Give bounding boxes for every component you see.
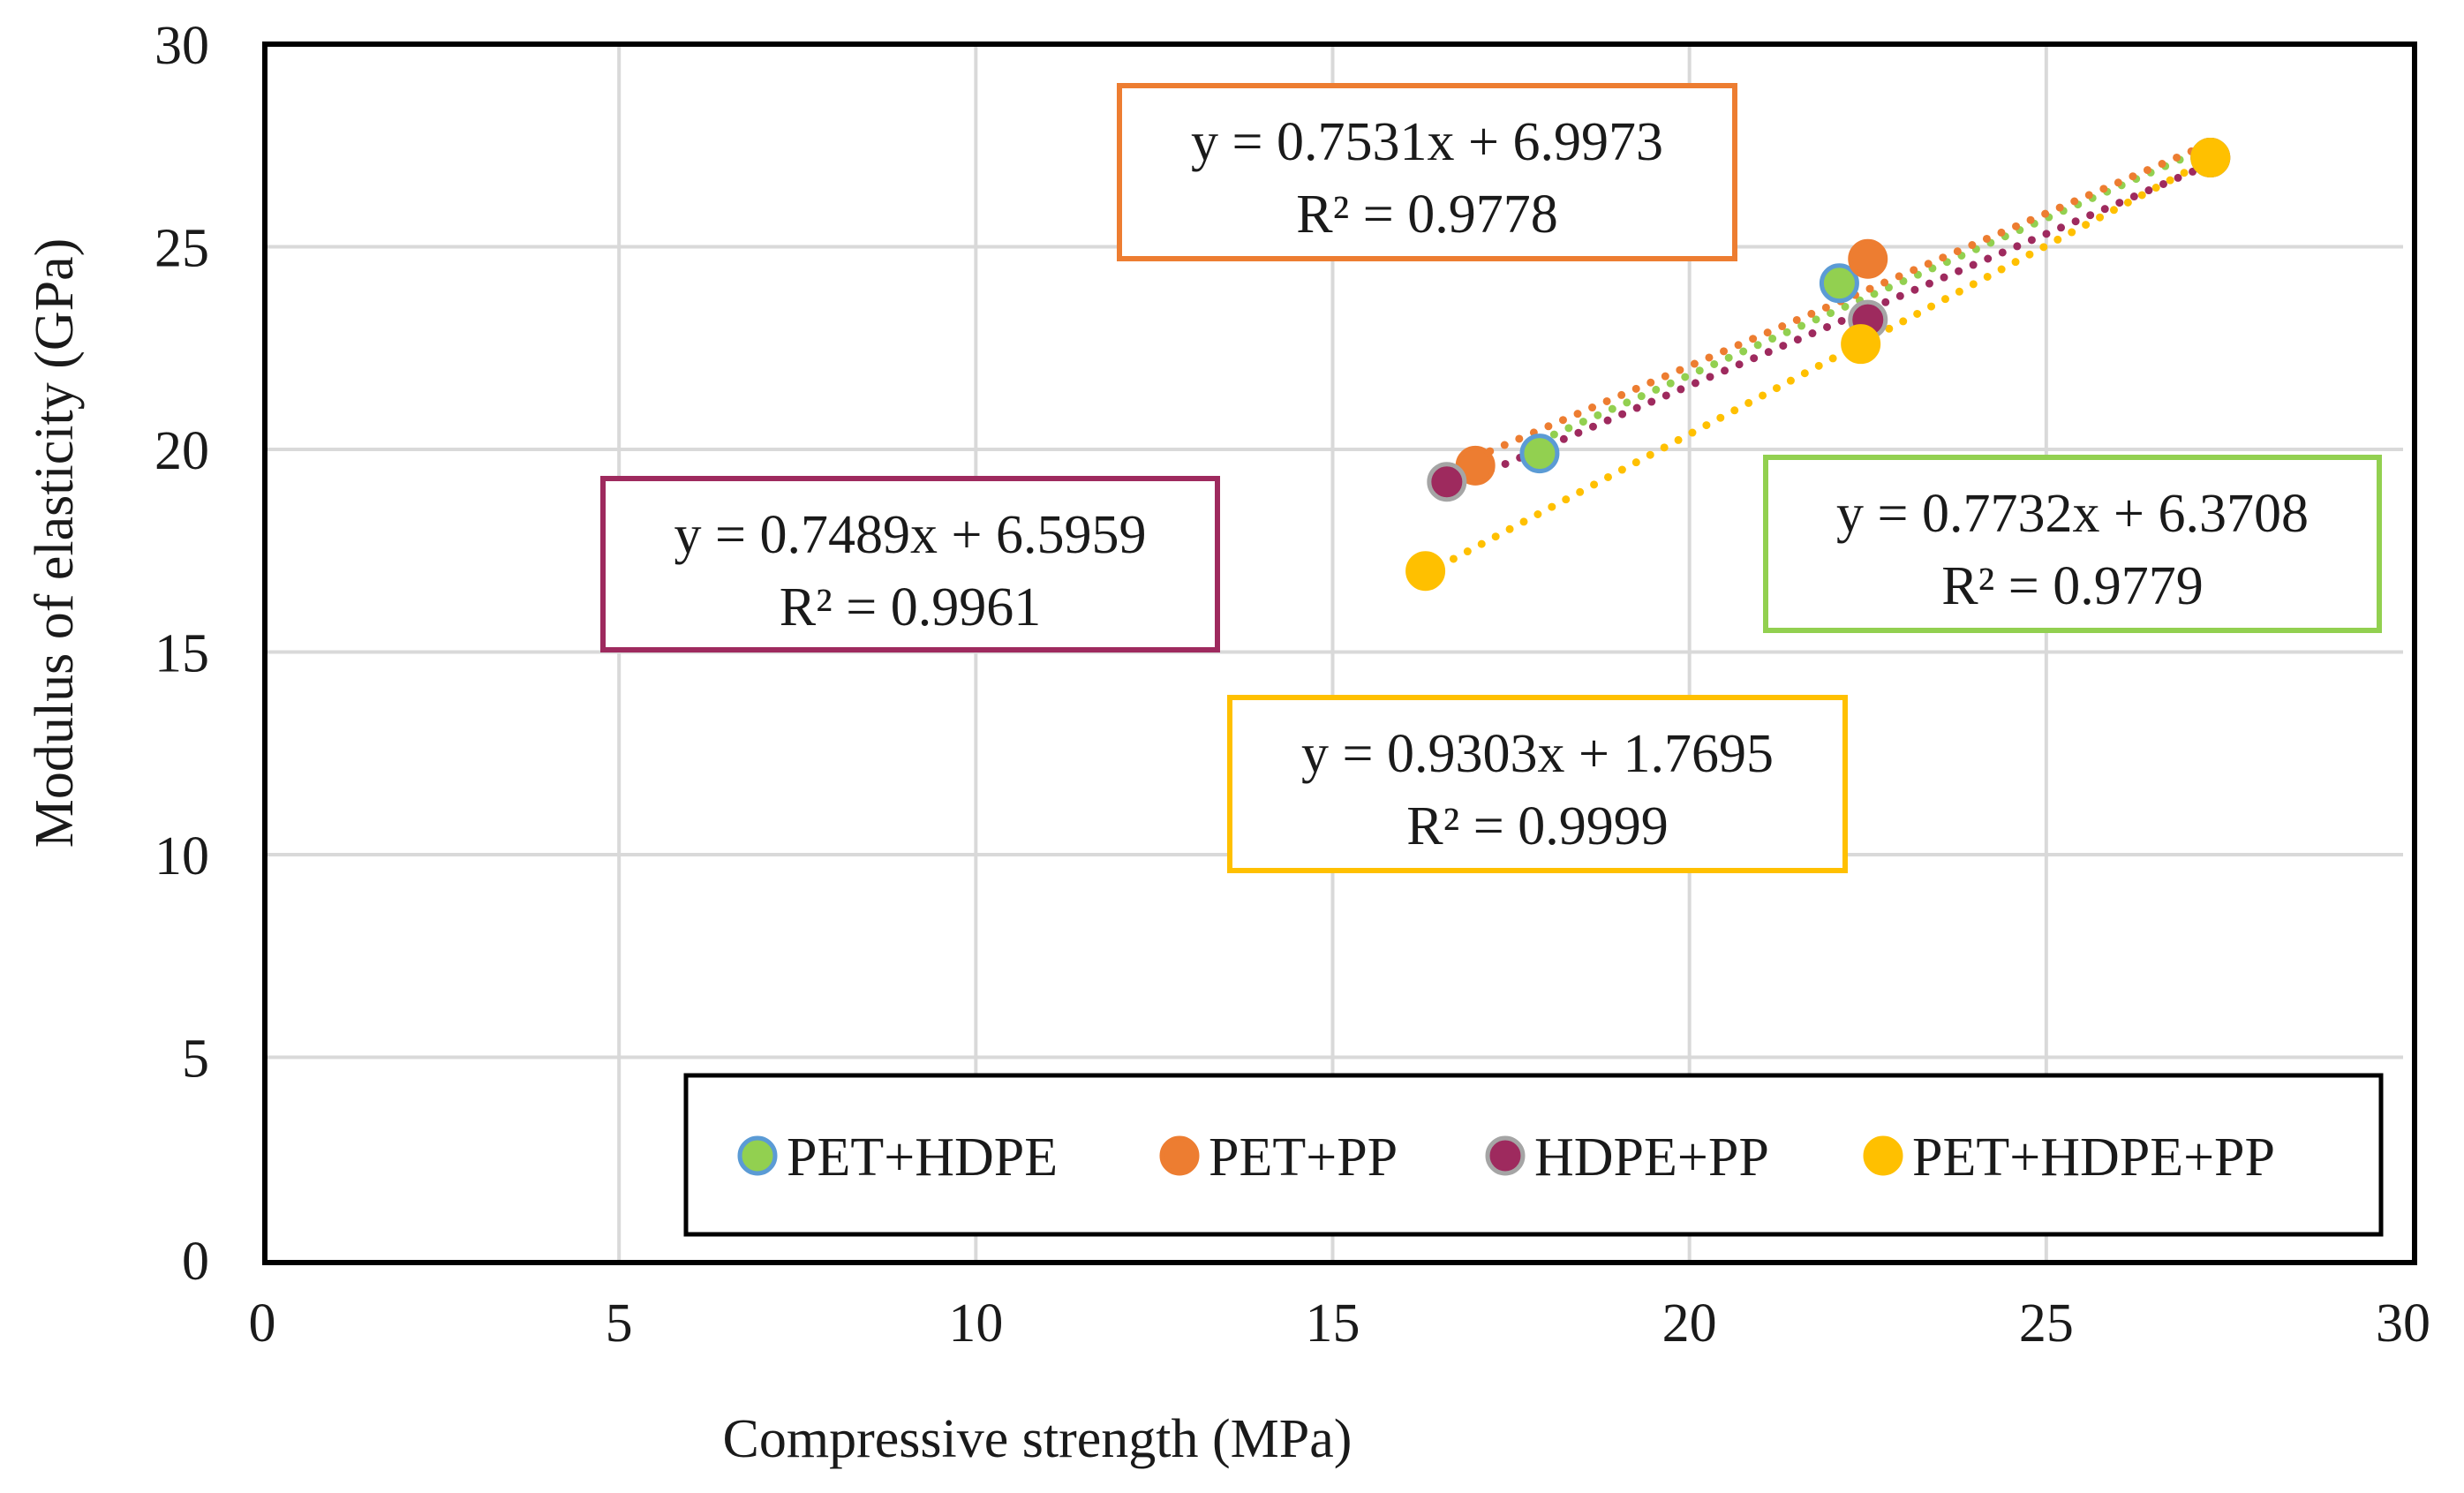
trendline-hdpe-pp bbox=[1443, 160, 2215, 494]
x-tick-label: 20 bbox=[1662, 1293, 1717, 1354]
legend-marker-pet-hdpe-pp bbox=[1863, 1135, 1903, 1176]
y-tick-label: 5 bbox=[182, 1029, 209, 1090]
y-tick-label: 15 bbox=[154, 624, 209, 684]
legend-label-pet-hdpe-pp: PET+HDPE+PP bbox=[1912, 1127, 2275, 1188]
equation-text: y = 0.7489x + 6.5959 bbox=[674, 505, 1147, 565]
equation-box-hdpe-pp: y = 0.7489x + 6.5959 R² = 0.9961 bbox=[600, 476, 1220, 652]
equation-text: y = 0.7531x + 6.9973 bbox=[1191, 112, 1663, 172]
legend-label-pet-hdpe: PET+HDPE bbox=[787, 1127, 1058, 1188]
y-tick-label: 0 bbox=[182, 1232, 209, 1292]
equation-box-border bbox=[1117, 83, 1737, 261]
x-tick-label: 25 bbox=[2019, 1293, 2074, 1354]
r-squared-text: R² = 0.9999 bbox=[1406, 796, 1668, 856]
trendline-equations: y = 0.7732x + 6.3708 R² = 0.9779 y = 0.753… bbox=[600, 83, 2382, 873]
legend-box bbox=[683, 1073, 2384, 1237]
data-point-pet-pp bbox=[1848, 238, 1888, 279]
legend-marker-pet-hdpe bbox=[737, 1135, 778, 1176]
equation-box-border bbox=[600, 476, 1220, 652]
legend: PET+HDPE PET+PP HDPE+PP PET+HDPE+PP bbox=[683, 1073, 2384, 1237]
data-point-pet-hdpe bbox=[1819, 263, 1859, 304]
legend-label-pet-pp: PET+PP bbox=[1209, 1127, 1398, 1188]
y-tick-label: 30 bbox=[154, 16, 209, 76]
equation-box-border bbox=[1227, 695, 1848, 873]
equation-text: y = 0.9303x + 1.7695 bbox=[1301, 724, 1774, 784]
r-squared-text: R² = 0.9778 bbox=[1296, 185, 1557, 245]
trendline-pet-hdpe bbox=[1535, 142, 2215, 445]
x-tick-label: 10 bbox=[948, 1293, 1003, 1354]
y-tick-label: 10 bbox=[154, 826, 209, 886]
equation-box-pet-hdpe-pp: y = 0.9303x + 1.7695 R² = 0.9999 bbox=[1227, 695, 1848, 873]
y-axis-label: Modulus of elasticity (GPa) bbox=[25, 238, 85, 848]
plot-area-border bbox=[262, 41, 2417, 1265]
equation-box-pet-pp: y = 0.7531x + 6.9973 R² = 0.9778 bbox=[1117, 83, 1737, 261]
data-point-pet-hdpe-pp bbox=[2190, 138, 2231, 178]
trendline-pet-hdpe-pp bbox=[1421, 155, 2215, 578]
equation-text: y = 0.7732x + 6.3708 bbox=[1836, 484, 2309, 544]
data-point-pet-hdpe-pp bbox=[1841, 324, 1881, 365]
x-tick-label: 0 bbox=[249, 1293, 276, 1354]
data-point-pet-hdpe bbox=[1519, 434, 1560, 474]
y-tick-label: 25 bbox=[154, 219, 209, 279]
legend-marker-hdpe-pp bbox=[1485, 1135, 1526, 1176]
x-axis-label: Compressive strength (MPa) bbox=[723, 1409, 1353, 1469]
r-squared-text: R² = 0.9779 bbox=[1941, 556, 2203, 616]
equation-box-pet-hdpe: y = 0.7732x + 6.3708 R² = 0.9779 bbox=[1763, 455, 2382, 633]
axis-ticks: 0 5 10 15 20 25 30 0 5 10 15 20 25 30 bbox=[154, 16, 2430, 1354]
x-tick-label: 30 bbox=[2376, 1293, 2430, 1354]
data-point-pet-hdpe-pp bbox=[1405, 551, 1446, 592]
equation-box-border bbox=[1763, 455, 2382, 633]
data-point-hdpe-pp bbox=[1427, 462, 1467, 502]
x-tick-label: 15 bbox=[1306, 1293, 1360, 1354]
y-tick-label: 20 bbox=[154, 421, 209, 481]
data-points bbox=[1405, 138, 2231, 592]
x-tick-label: 5 bbox=[606, 1293, 633, 1354]
r-squared-text: R² = 0.9961 bbox=[780, 577, 1041, 637]
legend-label-hdpe-pp: HDPE+PP bbox=[1534, 1127, 1769, 1188]
legend-marker-pet-pp bbox=[1159, 1135, 1200, 1176]
